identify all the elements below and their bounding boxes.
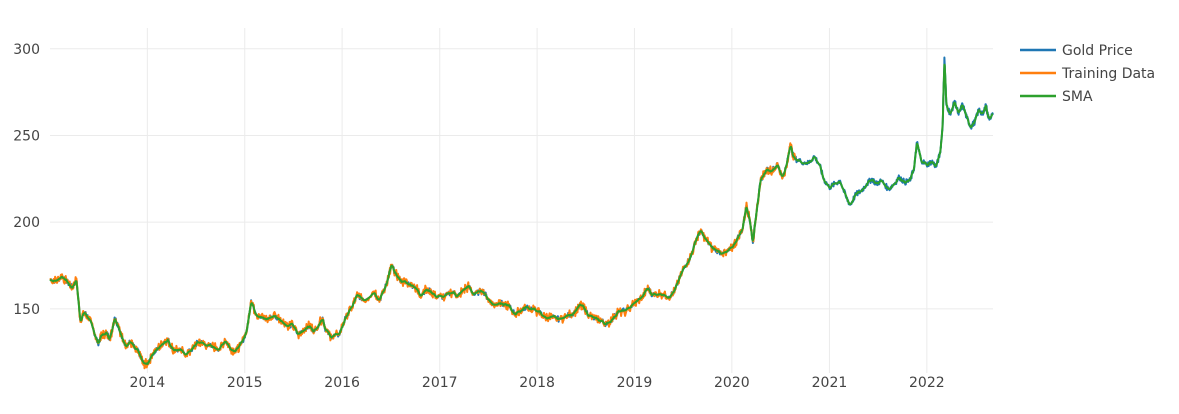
legend[interactable]: Gold Price Training Data SMA	[1020, 43, 1155, 105]
series-line-training-data	[49, 142, 798, 370]
x-tick-label: 2022	[909, 375, 945, 391]
y-tick-label: 250	[13, 128, 40, 144]
x-tick-label: 2018	[519, 375, 555, 391]
y-tick-label: 300	[13, 42, 40, 58]
x-tick-label: 2017	[422, 375, 458, 391]
x-tick-label: 2014	[130, 375, 166, 391]
legend-item[interactable]: SMA	[1020, 89, 1093, 105]
legend-label: Training Data	[1061, 66, 1155, 82]
x-axis: 2014 2015 2016 2017 2018 2019 2020 2021 2022	[130, 375, 945, 391]
legend-item[interactable]: Training Data	[1020, 66, 1155, 82]
series-line-sma	[49, 63, 994, 365]
x-tick-label: 2015	[227, 375, 263, 391]
x-tick-label: 2021	[812, 375, 848, 391]
x-tick-label: 2020	[714, 375, 750, 391]
y-tick-label: 200	[13, 215, 40, 231]
x-tick-label: 2019	[617, 375, 653, 391]
legend-item[interactable]: Gold Price	[1020, 43, 1133, 59]
y-axis: 150 200 250 300	[13, 42, 40, 318]
plot-area	[49, 56, 994, 370]
x-tick-label: 2016	[324, 375, 360, 391]
legend-label: SMA	[1062, 89, 1093, 105]
y-tick-label: 150	[13, 302, 40, 318]
chart-grid	[50, 28, 993, 373]
legend-label: Gold Price	[1062, 43, 1133, 59]
series-line-gold-price	[49, 56, 994, 368]
